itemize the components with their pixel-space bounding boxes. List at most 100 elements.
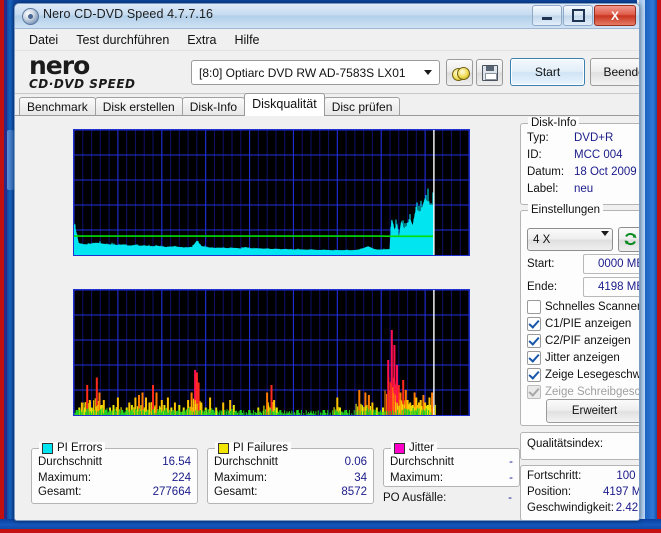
pi-errors-plot-area: 1002003004005002468101214160.00.51.01.52… [73, 129, 470, 256]
checkbox-c2-pif[interactable]: C2/PIF anzeigen [527, 333, 631, 348]
save-button[interactable] [476, 59, 503, 86]
jitter-avg-value: - [509, 456, 513, 468]
checkbox-label: Zeige Lesegeschw. [545, 368, 640, 381]
window-title: Nero CD-DVD Speed 4.7.7.16 [43, 7, 214, 21]
tab-disk-erstellen[interactable]: Disk erstellen [94, 97, 183, 116]
refresh-icon [624, 233, 637, 246]
position-value: 4197 MB [602, 486, 639, 498]
tick-mark [73, 180, 74, 181]
checkbox-schnelles-scannen[interactable]: Schnelles Scannen [527, 299, 640, 314]
pi-failures-max-label: Maximum: [214, 472, 268, 484]
checkbox-label: Jitter anzeigen [545, 351, 620, 364]
tick-mark [73, 340, 74, 341]
pi-errors-stats: PI Errors Durchschnitt 16.54 Maximum: 22… [31, 442, 198, 504]
disk-info-label-datum: Datum: [527, 166, 565, 178]
minimize-button[interactable] [532, 5, 562, 26]
pi-failures-chart: 10203040502468100.00.51.01.52.02.53.03.5… [31, 283, 505, 436]
po-failures-value: - [508, 492, 512, 504]
pie-svg [74, 130, 469, 255]
tick-mark [73, 365, 74, 366]
app-window: Nero CD-DVD Speed 4.7.7.16 X Datei Test … [14, 3, 640, 521]
tab-disk-info[interactable]: Disk-Info [181, 97, 246, 116]
jitter-max-label: Maximum: [390, 472, 444, 484]
tab-strip: Benchmark Disk erstellen Disk-Info Diskq… [15, 93, 639, 116]
jitter-max-value: - [509, 472, 513, 484]
checkbox-box [527, 316, 541, 331]
maximize-icon [571, 9, 585, 22]
floppy-disk-icon [481, 64, 498, 81]
jitter-color-swatch [394, 442, 405, 454]
menu-item-datei[interactable]: Datei [29, 32, 59, 47]
speed-select[interactable]: 4 X [527, 228, 613, 254]
pi-failures-stats: PI Failures Durchschnitt 0.06 Maximum: 3… [207, 442, 374, 504]
jitter-legend: Jitter [391, 442, 437, 454]
checkbox-label: C1/PIE anzeigen [545, 317, 632, 330]
jitter-avg-label: Durchschnitt [390, 456, 454, 468]
tick-mark [73, 130, 74, 131]
jitter-stats: Jitter Durchschnitt - Maximum: - [383, 442, 520, 487]
end-field[interactable]: 4198 MB [583, 277, 639, 297]
jitter-legend-label: Jitter [409, 442, 434, 454]
refresh-button[interactable] [618, 227, 639, 252]
menu-item-hilfe[interactable]: Hilfe [234, 32, 260, 47]
progress-value: 100 % [616, 470, 639, 482]
title-bar[interactable]: Nero CD-DVD Speed 4.7.7.16 X [15, 4, 639, 29]
pi-errors-avg-value: 16.54 [162, 456, 191, 468]
progress-label: Fortschritt: [527, 470, 582, 482]
checkbox-c1-pie[interactable]: C1/PIE anzeigen [527, 316, 631, 331]
checkbox-label: C2/PIF anzeigen [545, 334, 631, 347]
start-field[interactable]: 0000 MB [583, 254, 639, 274]
pi-errors-total-value: 277664 [152, 486, 191, 498]
checkbox-box [527, 384, 541, 399]
pi-errors-max-value: 224 [171, 472, 191, 484]
app-disc-icon [22, 8, 39, 25]
advanced-button[interactable]: Erweitert [546, 399, 639, 423]
tab-disc-pruefen[interactable]: Disc prüfen [323, 97, 401, 116]
chevron-down-icon[interactable] [418, 62, 438, 83]
logo-line-2: CD·DVD SPEED [29, 77, 136, 91]
po-failures-row: PO Ausfälle: - [383, 492, 518, 504]
chevron-down-icon[interactable] [601, 231, 609, 254]
checkbox-box [527, 367, 541, 382]
tab-benchmark[interactable]: Benchmark [19, 97, 96, 116]
checkbox-label: Zeige Schreibgeschw. [545, 385, 640, 398]
pi-errors-total-label: Gesamt: [38, 486, 82, 498]
drive-select-value: [8:0] Optiarc DVD RW AD-7583S LX01 [199, 65, 406, 80]
tab-diskqualitaet[interactable]: Diskqualität [244, 93, 325, 116]
tick-mark [73, 155, 74, 156]
toolbar: nero CD·DVD SPEED [8:0] Optiarc DVD RW A… [15, 51, 639, 94]
checkbox-zeige-lesegeschw[interactable]: Zeige Lesegeschw. [527, 367, 640, 382]
background-right-band [637, 0, 661, 533]
checkbox-label: Schnelles Scannen [545, 300, 640, 313]
menu-item-test-durchfuehren[interactable]: Test durchführen [76, 32, 170, 47]
pi-failures-legend: PI Failures [215, 442, 291, 454]
progress-panel: Fortschritt: 100 % Position: 4197 MB Ges… [520, 465, 639, 520]
pi-errors-legend-label: PI Errors [57, 442, 103, 454]
disc-icon [451, 66, 470, 81]
start-button[interactable]: Start [510, 58, 585, 86]
quality-index-label: Qualitätsindex: [527, 438, 604, 450]
disc-info-button[interactable] [446, 59, 473, 86]
tick-mark [73, 230, 74, 231]
menu-item-extra[interactable]: Extra [187, 32, 217, 47]
drive-select[interactable]: [8:0] Optiarc DVD RW AD-7583S LX01 [191, 60, 440, 85]
tick-mark [73, 290, 74, 291]
maximize-button[interactable] [563, 5, 593, 26]
background-bottom-red [0, 529, 661, 533]
checkbox-box [527, 299, 541, 314]
pi-failures-total-value: 8572 [341, 486, 367, 498]
speed-value: 2.42 X [615, 502, 639, 514]
start-label: Start: [527, 258, 555, 270]
quit-button[interactable]: Beenden [590, 58, 639, 86]
pi-errors-avg-label: Durchschnitt [38, 456, 102, 468]
window-controls: X [532, 5, 636, 26]
background-scrollbar[interactable] [7, 130, 14, 190]
checkbox-zeige-schreibgeschw: Zeige Schreibgeschw. [527, 384, 640, 399]
close-button[interactable]: X [594, 5, 636, 26]
pi-failures-total-label: Gesamt: [214, 486, 258, 498]
pi-errors-max-label: Maximum: [38, 472, 92, 484]
disk-info-value-datum: 18 Oct 2009 [574, 166, 637, 178]
checkbox-jitter[interactable]: Jitter anzeigen [527, 350, 620, 365]
position-label: Position: [527, 486, 572, 498]
disk-info-label-typ: Typ: [527, 132, 549, 144]
